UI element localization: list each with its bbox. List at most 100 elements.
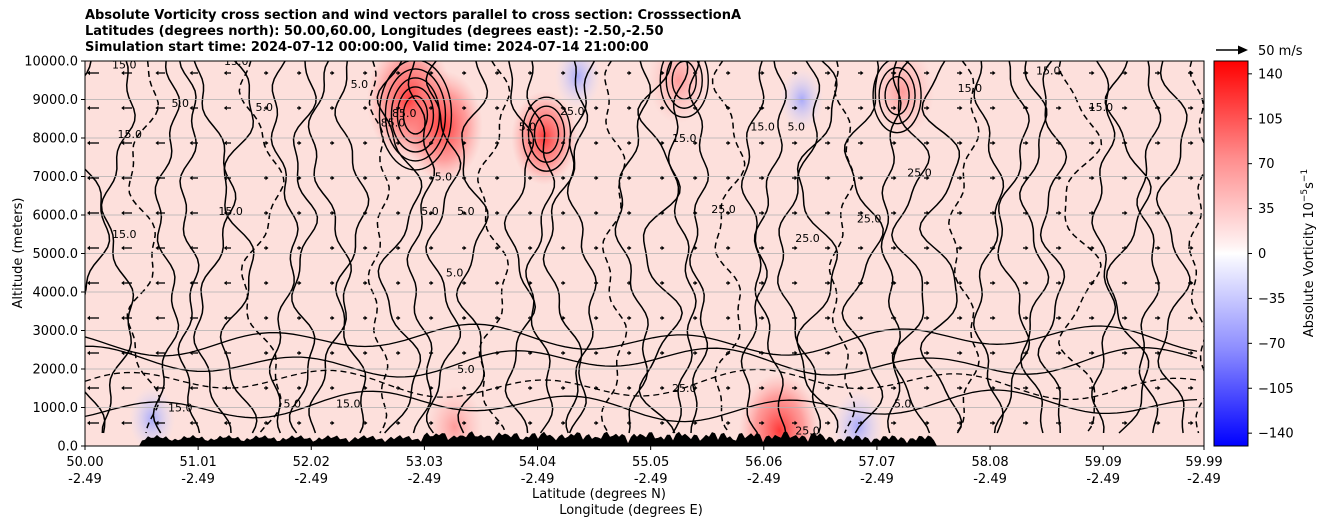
contour-line [100, 61, 136, 434]
wind-vector-head [562, 280, 566, 286]
x-tick-label-lat: 59.99 [1185, 455, 1222, 470]
wind-vector-head [1190, 140, 1194, 146]
y-tick-label: 9000.0 [33, 93, 79, 108]
wind-vector-head [223, 245, 227, 251]
chart-title: Absolute Vorticity cross section and win… [85, 8, 741, 56]
vorticity-feature [738, 373, 820, 446]
wind-vector-head [794, 350, 798, 356]
contour-label: 5.0 [457, 205, 475, 218]
wind-vector-head [959, 315, 963, 321]
wind-vector-head [331, 385, 335, 391]
wind-vector-head [364, 350, 368, 356]
wind-vector-head [727, 315, 731, 321]
contour-label: 15.0 [168, 401, 193, 414]
wind-vector-head [595, 210, 599, 216]
contour-line [1136, 61, 1162, 434]
wind-vector-head [727, 175, 731, 181]
wind-vector-head [1157, 350, 1161, 356]
wind-vector-head [562, 140, 566, 146]
x-axis-label-latitude: Latitude (degrees N) [532, 487, 666, 502]
contour-line [152, 61, 181, 434]
vorticity-contours [85, 61, 1204, 434]
wind-vector-head [298, 210, 302, 216]
wind-vector-head [331, 280, 335, 286]
wind-vector-head [529, 70, 533, 76]
wind-vector-head [364, 315, 368, 321]
wind-vector-head [529, 315, 533, 321]
wind-vector-head [1157, 175, 1161, 181]
contour-labels: 15.0 15.0 5.0 15.0 5.0 85.085.0 5.0 5.0 25.0 15.0… [112, 61, 1113, 437]
contour-label: 5.0 [894, 398, 912, 411]
wind-vector-head [794, 385, 798, 391]
wind-vector-head [727, 210, 731, 216]
wind-vector-head [893, 210, 897, 216]
wind-vector-head [87, 210, 90, 216]
colorbar: 140 105 70 35 0 −35 −70 −105 −140 Absolute Vorti… [1213, 60, 1317, 447]
wind-vector-head [121, 385, 125, 391]
wind-vector-head [265, 280, 269, 286]
contour-ring [521, 96, 572, 172]
wind-vector-head [959, 140, 963, 146]
contour-ring [872, 61, 922, 134]
wind-vector-head [827, 350, 831, 356]
wind-vector-head [265, 105, 269, 111]
contour-ring [527, 105, 566, 163]
wind-vector-head [1124, 245, 1128, 251]
wind-vector-head [121, 70, 125, 76]
vorticity-feature [426, 386, 483, 446]
wind-vector-head [761, 175, 765, 181]
wind-vector-head [893, 140, 897, 146]
wind-vector-head [331, 420, 335, 426]
wind-vector-head [331, 210, 335, 216]
wind-vector-head [926, 175, 930, 181]
wind-vector-head [694, 210, 698, 216]
wind-vector-head [694, 350, 698, 356]
colorbar-tick-label: −70 [1258, 337, 1285, 352]
wind-vector-head [959, 70, 963, 76]
wind-vector-head [298, 350, 302, 356]
colorbar-tick-label: 35 [1258, 202, 1275, 217]
wind-vector-head [562, 420, 566, 426]
wind-vector-head [1157, 70, 1161, 76]
contour-ring [378, 61, 453, 171]
wind-vector-head [694, 315, 698, 321]
wind-vector-head [364, 175, 368, 181]
x-tick-label-lon: -2.49 [294, 472, 328, 487]
wind-vector-head [223, 385, 227, 391]
contour-line [219, 61, 258, 434]
wind-vector-head [298, 140, 302, 146]
vorticity-feature [554, 61, 601, 110]
wind-vector-head [496, 245, 500, 251]
wind-vector-head [430, 210, 434, 216]
wind-vector-head [694, 140, 698, 146]
contour-line [919, 61, 963, 434]
wind-vector-head [1124, 350, 1128, 356]
y-tick-label: 10000.0 [24, 55, 78, 70]
wind-vectors [87, 70, 1194, 426]
wind-vector-head [1124, 210, 1128, 216]
contour-line [841, 61, 884, 434]
wind-vector-head [1190, 420, 1194, 426]
wind-vector-head [661, 175, 665, 181]
wind-vector-head [298, 385, 302, 391]
wind-vector-head [1025, 315, 1029, 321]
wind-vector-head [827, 280, 831, 286]
wind-vector-head [694, 280, 698, 286]
wind-vector-head [761, 385, 765, 391]
wind-vector-head [364, 105, 368, 111]
wind-vector-head [189, 210, 193, 216]
wind-vector-head [1124, 105, 1128, 111]
wind-vector-head [155, 385, 159, 391]
wind-vector-head [926, 315, 930, 321]
contour-ring [390, 77, 441, 153]
wind-vector-head [87, 105, 90, 111]
wind-vector-head [926, 385, 930, 391]
contour-line [828, 61, 856, 434]
wind-vector-head [1091, 385, 1095, 391]
wind-vector-head [992, 105, 996, 111]
wind-vector-head [331, 105, 335, 111]
wind-vector-head [992, 280, 996, 286]
vorticity-feature [832, 390, 884, 446]
wind-vector-head [595, 175, 599, 181]
wind-vector-head [761, 280, 765, 286]
